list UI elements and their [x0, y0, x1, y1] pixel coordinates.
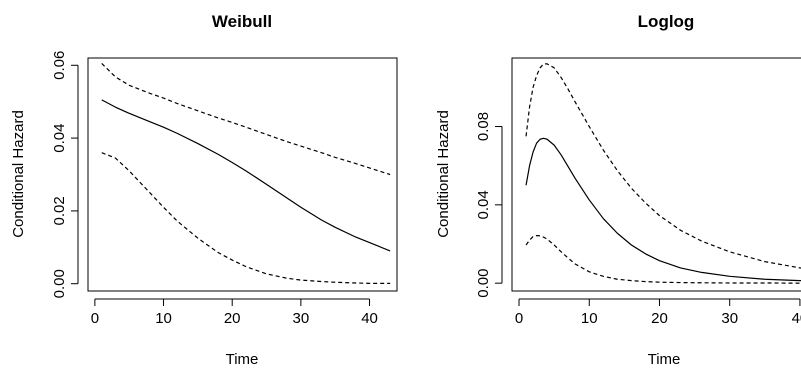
y-tick-label: 0.08	[475, 112, 492, 141]
y-axis-label: Conditional Hazard	[435, 110, 452, 238]
y-tick-label: 0.04	[51, 123, 68, 152]
x-tick-label: 0	[515, 310, 523, 327]
y-axis-label: Conditional Hazard	[10, 110, 27, 238]
x-axis: 0 10 20 30 40	[91, 298, 378, 327]
series-line-estimate	[101, 99, 391, 252]
y-axis: 0.00 0.02 0.04 0.06	[51, 51, 79, 298]
x-tick-label: 30	[293, 310, 310, 327]
x-tick-label: 30	[721, 310, 738, 327]
x-tick-label: 20	[224, 310, 241, 327]
chart-panel-weibull: Weibull 0 10 20 30 40 0.000.020.040.06 Time …	[10, 12, 398, 368]
x-tick-label: 20	[651, 310, 668, 327]
plot-lines	[101, 63, 391, 284]
y-tick-label: 0.00	[475, 269, 492, 298]
x-axis-label: Time	[648, 351, 681, 368]
chart-panel-loglog: Loglog 0 10 20 30 40 0.00 0.04 0.08 Time Condi…	[435, 12, 801, 368]
chart-title: Weibull	[212, 12, 272, 31]
y-tick-label: 0.04	[475, 190, 492, 219]
y-axis: 0.00 0.04 0.08	[475, 112, 503, 298]
y-tick-label: 0.06	[51, 51, 68, 80]
series-line-upper-bound	[101, 63, 391, 176]
plot-frame	[87, 57, 398, 292]
x-tick-label: 40	[792, 310, 801, 327]
x-tick-label: 0	[91, 310, 99, 327]
x-axis-label: Time	[226, 351, 259, 368]
series-line-upper-bound	[525, 63, 801, 269]
y-tick-label: 0.02	[51, 196, 68, 225]
x-tick-label: 10	[581, 310, 598, 327]
x-axis: 0 10 20 30 40	[515, 298, 801, 327]
series-line-lower-bound	[525, 234, 801, 284]
x-tick-label: 10	[155, 310, 172, 327]
series-line-estimate	[525, 137, 801, 282]
series-line-lower-bound	[101, 152, 391, 284]
chart-title: Loglog	[638, 12, 695, 31]
plot-lines	[525, 63, 801, 284]
x-tick-label: 40	[361, 310, 378, 327]
plot-frame	[511, 57, 801, 292]
y-tick-label: 0.00	[51, 269, 68, 298]
